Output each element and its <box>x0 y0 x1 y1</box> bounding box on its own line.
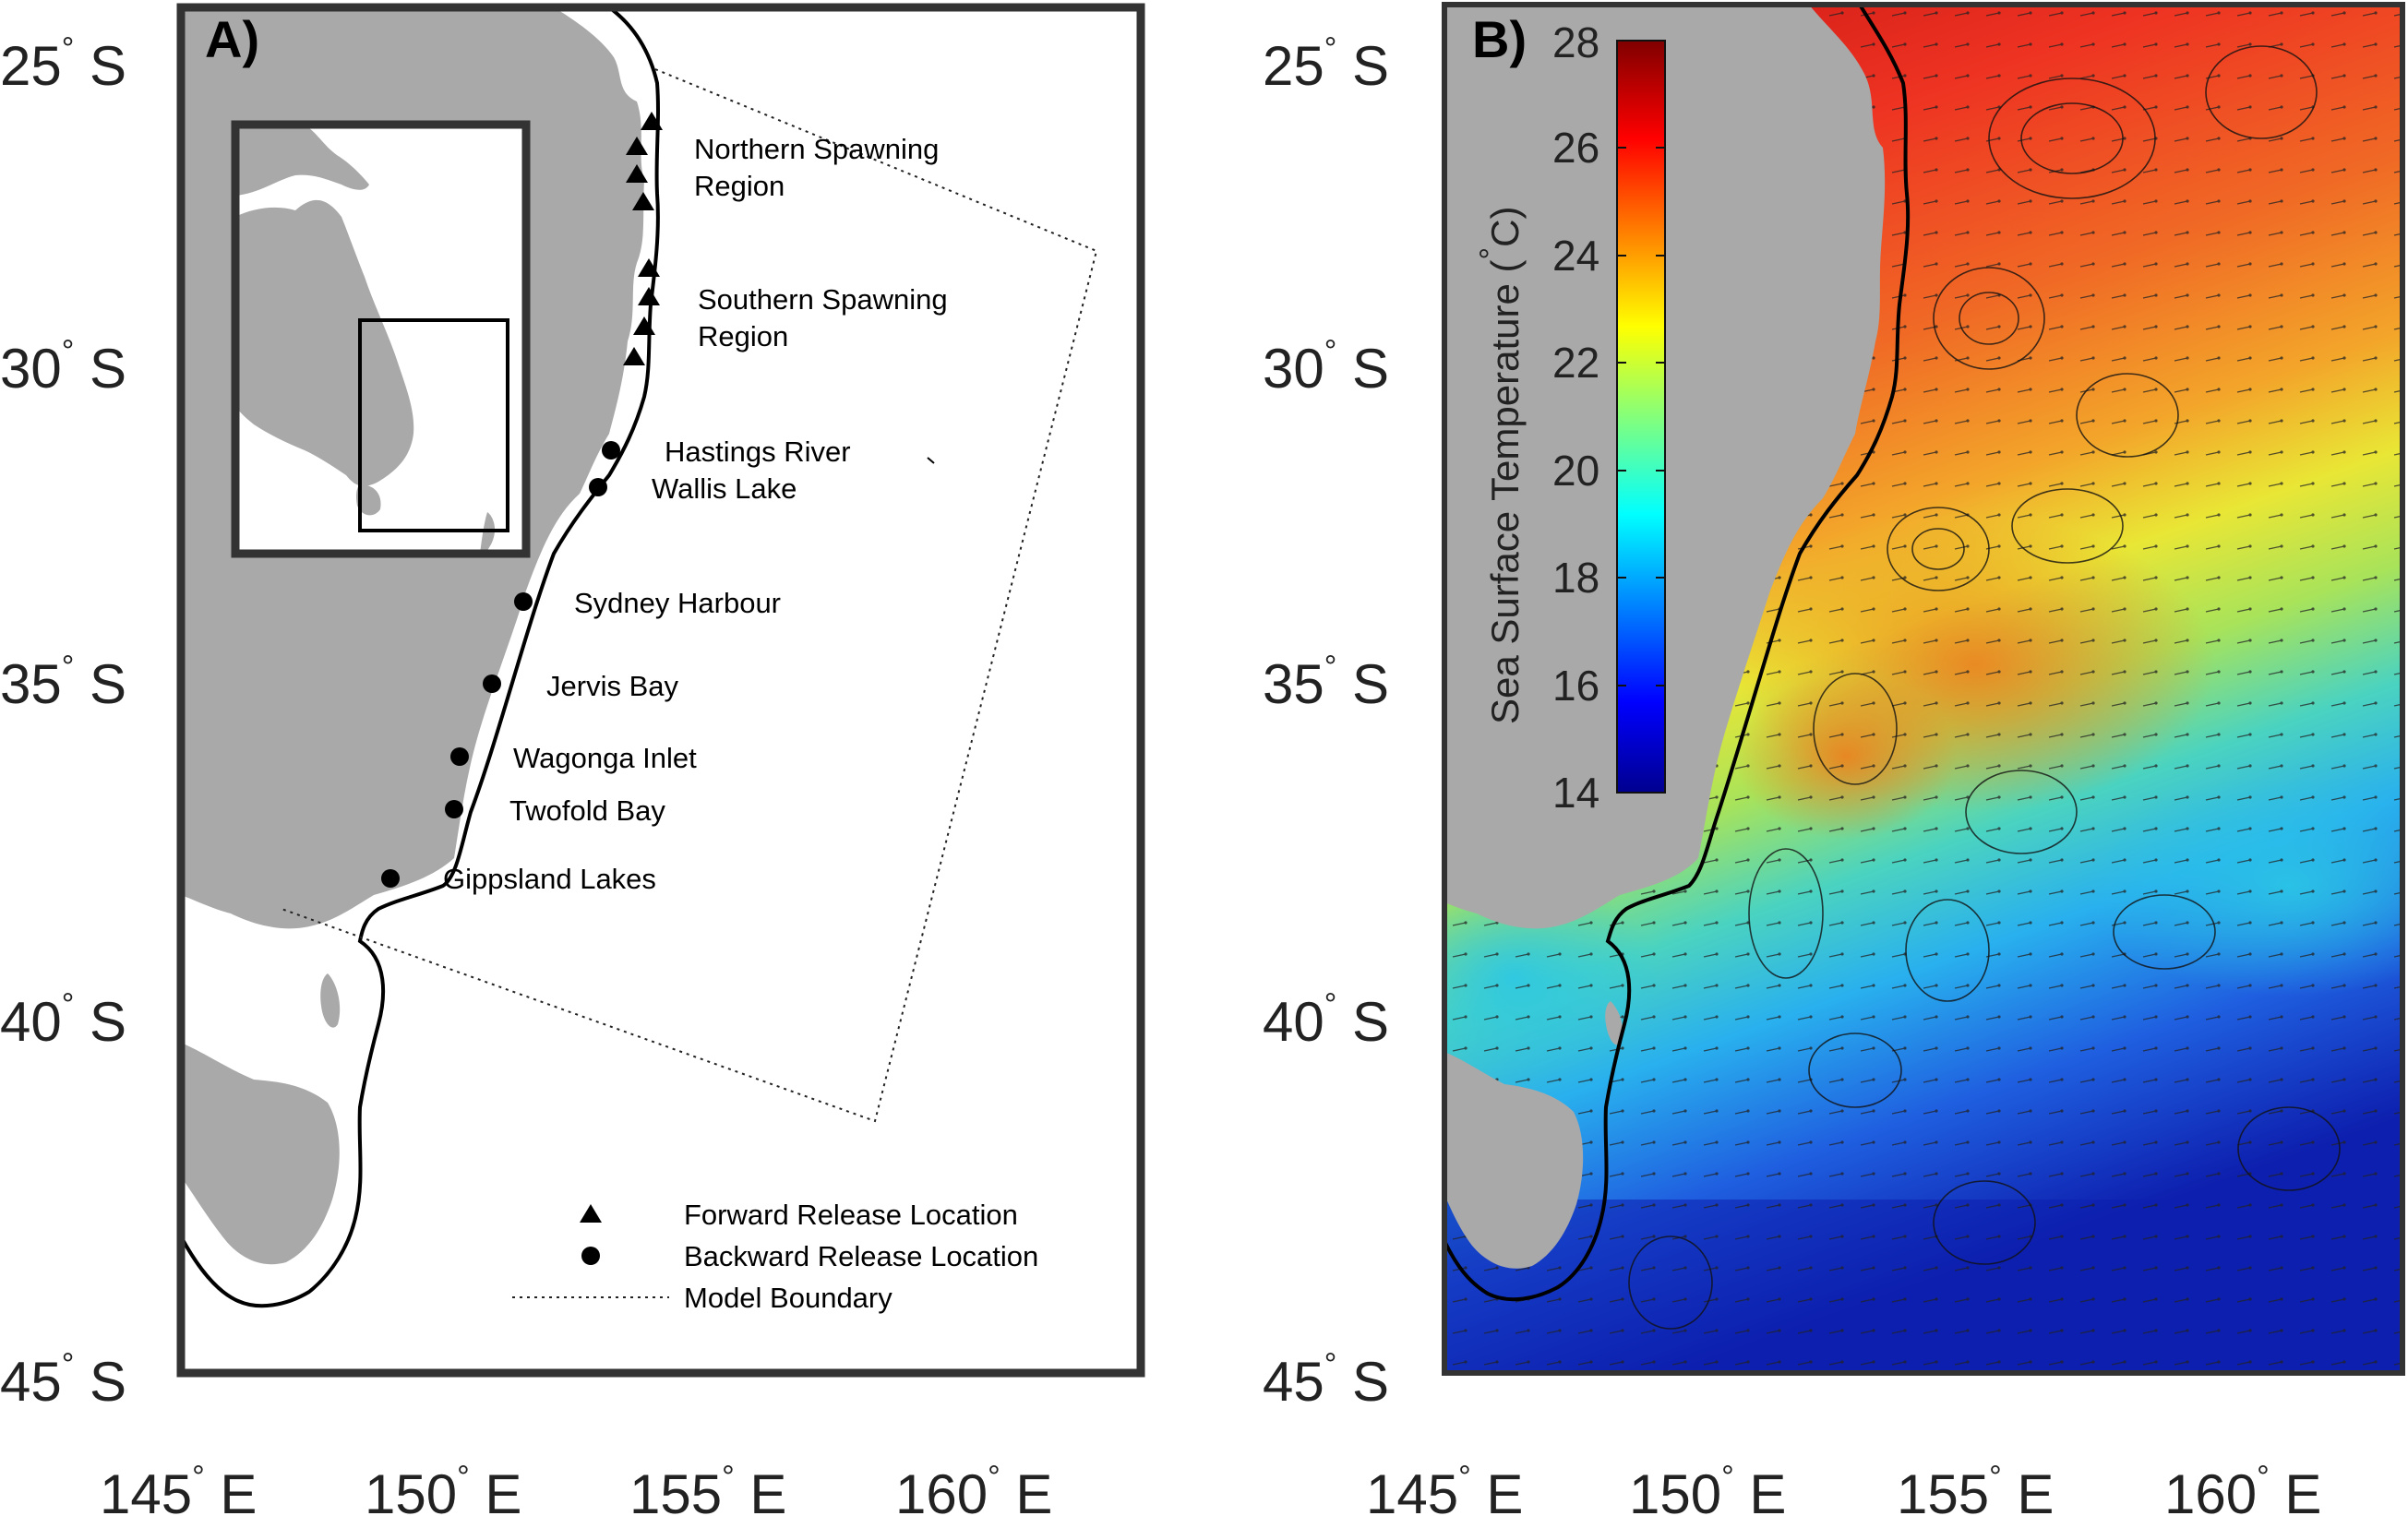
forward-markers <box>623 112 663 365</box>
inset-land-nz <box>480 512 496 554</box>
forward-marker <box>638 258 660 277</box>
lon-tick: 145° E <box>1366 1460 1523 1516</box>
panel-b: 28 26 24 22 20 18 16 14 Sea Surface Temp… <box>1263 2 2405 1516</box>
inset-land-png2 <box>275 138 334 164</box>
inset-region-box <box>358 318 509 532</box>
label-gippsland: Gippsland Lakes <box>443 863 656 895</box>
backward-markers <box>381 441 620 888</box>
legend-forward-label: Forward Release Location <box>684 1199 1018 1231</box>
island-land-b <box>1605 1001 1623 1045</box>
lord-howe-island <box>927 457 935 464</box>
lon-tick: 150° E <box>365 1460 521 1516</box>
colorbar-title: Sea Surface Temperature (°C) <box>1474 207 1527 724</box>
label-southern-2: Region <box>698 320 788 352</box>
label-southern: Southern Spawning <box>698 283 948 316</box>
forward-marker <box>632 192 654 210</box>
inset-land-australia <box>235 199 414 486</box>
lon-tick: 155° E <box>629 1460 786 1516</box>
backward-marker <box>445 800 463 818</box>
label-wagonga: Wagonga Inlet <box>513 742 697 774</box>
backward-marker <box>381 869 400 888</box>
eddy-streamlines <box>1628 45 2341 1330</box>
label-twofold: Twofold Bay <box>509 794 665 827</box>
backward-marker <box>589 478 607 496</box>
lat-tick: 45° S <box>0 1347 126 1413</box>
colorbar-tick-label: 28 <box>1552 18 1599 66</box>
colorbar-ticks <box>1617 40 1665 794</box>
location-labels: Northern Spawning Region Southern Spawni… <box>443 133 948 895</box>
panel-a-label: A) <box>205 10 259 68</box>
lon-tick: 160° E <box>2164 1460 2321 1516</box>
forward-marker <box>623 347 645 365</box>
colorbar-gradient <box>1616 40 1666 794</box>
lon-tick: 145° E <box>100 1460 257 1516</box>
legend-forward-symbol <box>580 1204 602 1223</box>
lat-tick: 40° S <box>0 987 126 1053</box>
legend-backward-label: Backward Release Location <box>684 1240 1038 1272</box>
tasmania-land <box>181 1043 340 1265</box>
colorbar-tick-label: 26 <box>1552 124 1599 172</box>
label-jervis: Jervis Bay <box>546 670 678 702</box>
label-sydney: Sydney Harbour <box>574 587 781 619</box>
panel-b-frame <box>1442 2 2405 1376</box>
lat-tick: 30° S <box>0 334 126 400</box>
legend-boundary-label: Model Boundary <box>684 1282 893 1314</box>
lat-tick: 45° S <box>1263 1347 1389 1413</box>
label-hastings: Hastings River <box>665 436 851 468</box>
forward-marker <box>641 112 663 130</box>
colorbar: 28 26 24 22 20 18 16 14 Sea Surface Temp… <box>1474 18 1666 817</box>
coast-contour <box>181 7 660 1308</box>
label-northern-2: Region <box>694 170 785 202</box>
colorbar-tick-label: 24 <box>1552 232 1599 280</box>
forward-marker <box>633 316 655 335</box>
label-northern: Northern Spawning <box>694 133 939 165</box>
panel-b-label: B) <box>1472 10 1527 68</box>
legend: Forward Release Location Backward Releas… <box>512 1199 1038 1314</box>
backward-marker <box>514 592 533 611</box>
lat-tick: 30° S <box>1263 334 1389 400</box>
backward-marker <box>602 441 620 460</box>
model-boundary <box>281 68 1098 1123</box>
backward-marker <box>483 674 501 693</box>
forward-marker <box>626 137 648 155</box>
backward-marker <box>450 747 469 766</box>
colorbar-tick-label: 14 <box>1552 769 1599 817</box>
lat-tick: 35° S <box>0 650 126 715</box>
island-land <box>320 973 341 1028</box>
inset-land-tasmania <box>356 484 381 516</box>
forward-marker <box>626 164 648 183</box>
lat-tick: 25° S <box>0 31 126 97</box>
lon-tick: 150° E <box>1629 1460 1786 1516</box>
lat-tick: 35° S <box>1263 650 1389 715</box>
panel-a-frame <box>176 3 1145 1378</box>
panel-a-lat-ticks: 25° S 30° S 35° S 40° S 45° S <box>0 31 126 1413</box>
panel-b-lat-ticks: 25° S 30° S 35° S 40° S 45° S <box>1263 31 1389 1413</box>
colorbar-tick-label: 22 <box>1552 339 1599 387</box>
inset-map <box>231 120 531 558</box>
lat-tick: 25° S <box>1263 31 1389 97</box>
legend-backward-symbol <box>581 1247 600 1265</box>
colorbar-tick-label: 18 <box>1552 554 1599 602</box>
coast-contour-b <box>1444 5 1911 1302</box>
tasmania-land-b <box>1444 1052 1584 1269</box>
lon-tick: 160° E <box>895 1460 1052 1516</box>
panel-a: Northern Spawning Region Southern Spawni… <box>0 3 1145 1516</box>
label-wallis: Wallis Lake <box>652 472 797 505</box>
colorbar-tick-label: 16 <box>1552 662 1599 710</box>
colorbar-tick-label: 20 <box>1552 447 1599 495</box>
forward-marker <box>638 287 660 305</box>
panel-b-lon-ticks: 145° E 150° E 155° E 160° E <box>1366 1460 2321 1516</box>
panel-a-lon-ticks: 145° E 150° E 155° E 160° E <box>100 1460 1052 1516</box>
lon-tick: 155° E <box>1897 1460 2054 1516</box>
lat-tick: 40° S <box>1263 987 1389 1053</box>
inset-frame <box>231 120 531 558</box>
